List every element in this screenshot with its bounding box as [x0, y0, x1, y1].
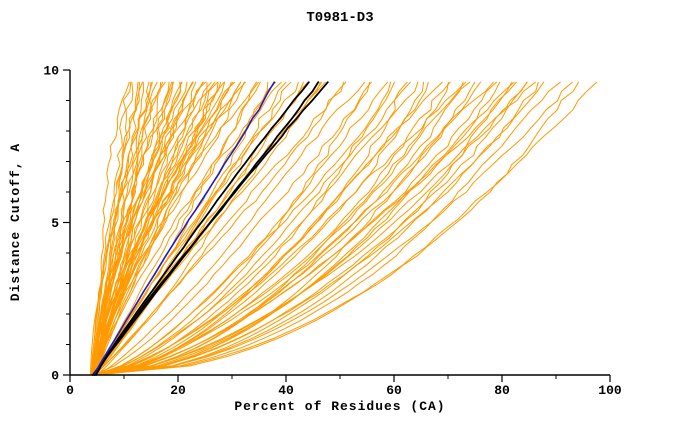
svg-text:80: 80 — [494, 383, 510, 398]
svg-text:40: 40 — [278, 383, 294, 398]
svg-text:20: 20 — [170, 383, 186, 398]
svg-text:100: 100 — [598, 383, 622, 398]
x-axis-label: Percent of Residues (CA) — [234, 399, 446, 414]
svg-text:0: 0 — [66, 383, 74, 398]
chart-title: T0981-D3 — [306, 10, 374, 26]
svg-text:10: 10 — [43, 64, 59, 79]
svg-text:5: 5 — [51, 216, 59, 231]
svg-text:0: 0 — [51, 369, 59, 384]
svg-text:60: 60 — [386, 383, 402, 398]
